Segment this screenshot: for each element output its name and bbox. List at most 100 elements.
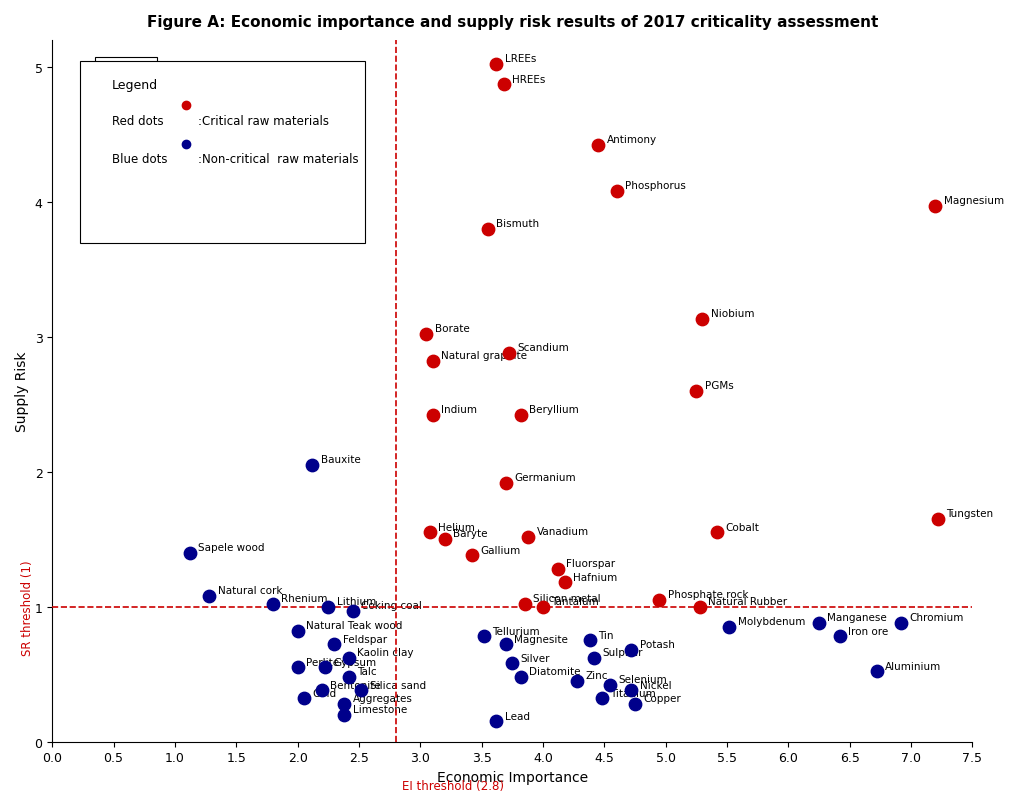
Point [504, 657, 520, 670]
Point [314, 684, 331, 697]
Point [535, 601, 551, 613]
Text: Gypsum: Gypsum [333, 657, 376, 666]
Point [501, 347, 517, 360]
Point [516, 597, 532, 610]
Text: Tungsten: Tungsten [946, 508, 993, 519]
Point [811, 617, 827, 630]
Text: Vanadium: Vanadium [537, 526, 589, 536]
Text: Silver: Silver [520, 653, 550, 662]
Text: Legend: Legend [102, 65, 150, 79]
Point [623, 684, 639, 697]
Point [928, 200, 944, 213]
Text: Aluminium: Aluminium [885, 661, 941, 671]
Text: Phosphate rock: Phosphate rock [668, 589, 749, 599]
Text: :Non-critical  raw materials: :Non-critical raw materials [198, 153, 358, 166]
Text: Molybdenum: Molybdenum [737, 617, 805, 626]
Text: Baryte: Baryte [454, 529, 487, 539]
Point [513, 671, 529, 683]
Text: Indium: Indium [441, 405, 477, 415]
Text: Nickel: Nickel [640, 680, 671, 690]
Text: Magnesium: Magnesium [944, 196, 1004, 206]
Point [587, 652, 603, 665]
Text: Legend: Legend [112, 79, 158, 92]
Text: HREEs: HREEs [512, 75, 546, 84]
Point [893, 617, 909, 630]
Point [623, 644, 639, 657]
Text: Chromium: Chromium [909, 613, 964, 622]
Point [688, 385, 705, 397]
Text: Natural Rubber: Natural Rubber [709, 596, 787, 606]
Text: Tellurium: Tellurium [493, 626, 540, 636]
Y-axis label: Supply Risk: Supply Risk [15, 351, 29, 431]
Text: Coking coal: Coking coal [361, 600, 422, 610]
Text: Hafnium: Hafnium [573, 572, 617, 582]
Text: Lead: Lead [505, 711, 529, 721]
Text: Gallium: Gallium [480, 545, 520, 555]
Point [341, 652, 357, 665]
Text: Blue dots: Blue dots [112, 153, 168, 166]
Point [479, 223, 496, 236]
Text: Copper: Copper [643, 693, 681, 703]
Point [550, 563, 566, 576]
Text: Talc: Talc [357, 666, 377, 676]
Text: Natural graphite: Natural graphite [441, 351, 527, 361]
Text: Tin: Tin [598, 630, 613, 640]
Point [557, 577, 573, 589]
Point [353, 684, 370, 697]
Point [721, 621, 737, 634]
Text: Sulphur: Sulphur [603, 647, 643, 658]
Text: Fluorspar: Fluorspar [566, 558, 615, 569]
Text: Helium: Helium [438, 522, 475, 532]
Point [341, 671, 357, 683]
Point [296, 692, 312, 705]
Text: Silicon metal: Silicon metal [532, 593, 600, 604]
Title: Figure A: Economic importance and supply risk results of 2017 criticality assess: Figure A: Economic importance and supply… [146, 15, 878, 30]
Text: Manganese: Manganese [827, 613, 887, 622]
Text: Scandium: Scandium [517, 343, 568, 353]
Text: Feldspar: Feldspar [343, 634, 387, 644]
Text: Natural Teak wood: Natural Teak wood [306, 621, 402, 630]
Text: Aggregates: Aggregates [352, 693, 413, 703]
Text: Cobalt: Cobalt [725, 522, 760, 532]
Point [418, 328, 434, 341]
Text: Natural cork: Natural cork [218, 585, 283, 595]
FancyBboxPatch shape [80, 62, 366, 244]
Text: Lithium: Lithium [337, 596, 376, 606]
Point [694, 313, 711, 326]
Point [488, 715, 505, 728]
Text: SR threshold (1): SR threshold (1) [20, 559, 34, 654]
Point [496, 79, 512, 92]
Text: Titanium: Titanium [610, 688, 656, 698]
Point [345, 605, 361, 618]
Text: Silica sand: Silica sand [370, 680, 426, 690]
Text: Perlite: Perlite [306, 657, 339, 666]
Text: Sapele wood: Sapele wood [198, 542, 264, 552]
Point [265, 597, 282, 610]
Text: Zinc: Zinc [586, 671, 608, 680]
Point [424, 355, 440, 368]
Text: EI threshold (2.8): EI threshold (2.8) [401, 780, 504, 793]
Text: Red dots: Red dots [112, 115, 164, 128]
Point [336, 708, 352, 721]
Text: Phosphorus: Phosphorus [625, 181, 686, 191]
Point [930, 513, 946, 526]
Point [498, 638, 514, 651]
Text: Selenium: Selenium [618, 675, 668, 684]
Point [327, 638, 343, 651]
Point [498, 476, 514, 489]
Text: Beryllium: Beryllium [529, 405, 579, 415]
Point [422, 527, 438, 540]
Text: :Critical raw materials: :Critical raw materials [198, 115, 329, 128]
Point [831, 630, 848, 643]
Point [520, 531, 537, 544]
Point [290, 625, 306, 638]
Text: PGMs: PGMs [705, 381, 733, 390]
Point [569, 675, 586, 687]
Point [201, 589, 217, 602]
Text: Bentonite: Bentonite [331, 680, 381, 690]
Point [868, 665, 885, 678]
Text: Magnesite: Magnesite [514, 634, 568, 644]
Text: Iron ore: Iron ore [848, 626, 889, 636]
Text: Borate: Borate [435, 324, 469, 334]
Point [290, 661, 306, 674]
